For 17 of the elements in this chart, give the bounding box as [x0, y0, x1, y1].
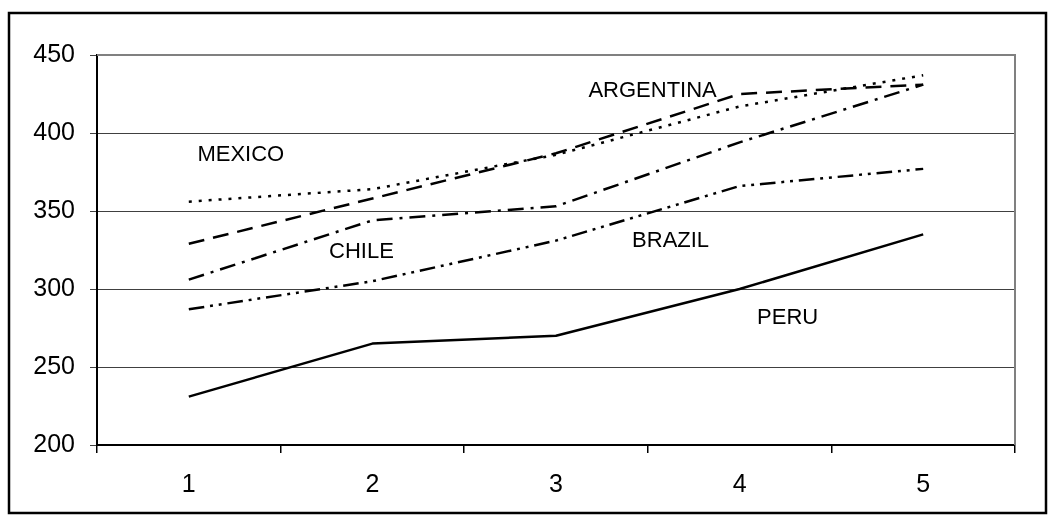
line-series [187, 167, 925, 311]
y-tick-label: 200 [33, 428, 75, 457]
y-tick-label: 350 [33, 194, 75, 223]
x-tick-label: 2 [365, 468, 380, 497]
x-tick-label: 3 [549, 468, 563, 497]
series-label: ARGENTINA [588, 77, 718, 103]
y-tick-label: 450 [33, 38, 75, 67]
x-tick-label: 5 [916, 468, 931, 497]
x-tick-label: 1 [181, 468, 196, 497]
series-label: CHILE [329, 238, 394, 264]
series-label: PERU [757, 304, 819, 330]
y-tick-label: 300 [33, 272, 75, 301]
series-label: BRAZIL [632, 227, 710, 253]
series-label: MEXICO [197, 140, 285, 166]
y-tick-label: 400 [33, 116, 75, 145]
y-tick-label: 250 [33, 350, 75, 379]
x-tick-label: 4 [732, 468, 747, 497]
